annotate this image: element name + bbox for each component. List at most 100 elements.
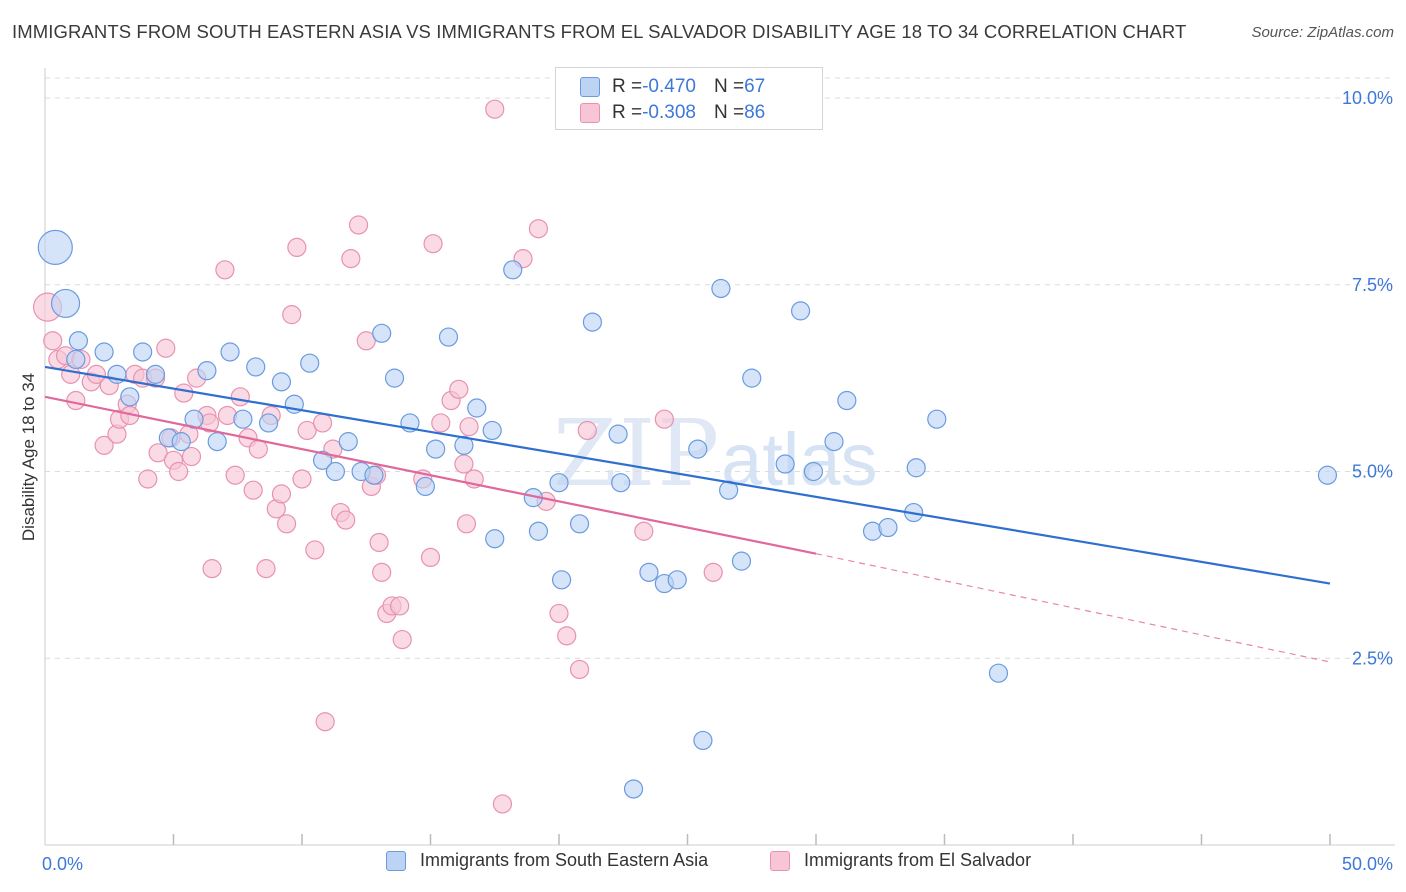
blue-point xyxy=(551,570,572,590)
pink-point xyxy=(423,234,443,254)
pink-point xyxy=(549,603,569,624)
legend-n-value: 67 xyxy=(744,76,766,97)
pink-point xyxy=(420,547,441,568)
blue-point xyxy=(438,327,459,347)
legend-r-label: R = xyxy=(612,102,643,123)
pink-point xyxy=(169,461,189,482)
blue-point xyxy=(639,562,659,582)
pink-point xyxy=(369,532,389,553)
blue-point xyxy=(426,439,446,459)
blue-point xyxy=(384,368,405,388)
watermark-sub: atlas xyxy=(721,418,878,501)
pink-point xyxy=(305,540,325,560)
pink-point xyxy=(356,331,376,351)
blue-point xyxy=(258,413,279,433)
legend-r-label: R = xyxy=(612,76,643,97)
blue-point xyxy=(207,432,227,452)
pink-point xyxy=(392,629,412,650)
series-legend: Immigrants from South Eastern Asia Immig… xyxy=(0,850,1406,880)
blue-point xyxy=(623,779,644,799)
blue-point xyxy=(233,409,253,429)
blue-point xyxy=(271,372,292,392)
blue-point xyxy=(503,260,523,280)
pink-point xyxy=(43,331,63,351)
blue-point xyxy=(485,529,505,549)
legend-item-south-eastern-asia: Immigrants from South Eastern Asia xyxy=(386,850,708,871)
blue-point xyxy=(711,278,731,299)
blue-point xyxy=(482,420,502,441)
legend-swatch-blue xyxy=(580,77,600,97)
legend-label: Immigrants from El Salvador xyxy=(804,850,1032,870)
blue-point xyxy=(120,387,140,407)
legend-item-el-salvador: Immigrants from El Salvador xyxy=(770,850,1031,871)
legend-n-label: N = xyxy=(713,102,745,123)
pink-point xyxy=(569,659,590,680)
pink-point xyxy=(181,446,202,467)
pink-point xyxy=(492,794,513,814)
pink-point xyxy=(485,99,505,119)
blue-point xyxy=(68,331,89,351)
pink-point xyxy=(243,480,263,500)
blue-point xyxy=(906,458,926,478)
pink-point xyxy=(312,413,333,433)
blue-point xyxy=(824,432,844,452)
y-tick-label: 10.0% xyxy=(1342,88,1393,108)
pink-point xyxy=(230,387,250,407)
blue-point xyxy=(693,730,713,751)
pink-point xyxy=(654,409,674,429)
pink-point xyxy=(138,469,158,489)
blue-point xyxy=(197,361,217,381)
pink-point xyxy=(557,626,577,646)
blue-point xyxy=(372,323,392,343)
blue-point xyxy=(803,461,824,482)
blue-point xyxy=(582,312,603,332)
blue-point xyxy=(37,229,73,265)
blue-point xyxy=(667,570,687,590)
pink-trend-line xyxy=(44,395,817,555)
legend-row-pink: R = -0.308 N = 86 xyxy=(580,102,765,124)
legend-n-label: N = xyxy=(713,76,745,97)
chart-title: IMMIGRANTS FROM SOUTH EASTERN ASIA VS IM… xyxy=(12,21,1187,42)
pink-point xyxy=(156,338,176,358)
blue-point xyxy=(300,353,320,373)
blue-point xyxy=(528,521,549,541)
blue-point xyxy=(50,288,81,319)
source-credit: Source: ZipAtlas.com xyxy=(1251,24,1394,41)
pink-point xyxy=(174,383,194,403)
y-tick-label: 7.5% xyxy=(1352,275,1393,295)
pink-point xyxy=(390,596,410,616)
legend-r-value: -0.470 xyxy=(642,76,696,97)
legend-label: Immigrants from South Eastern Asia xyxy=(420,850,709,870)
blue-point xyxy=(467,398,487,418)
x-tick-label: 50.0% xyxy=(1342,854,1393,874)
pink-point xyxy=(341,249,361,269)
y-axis-title: Disability Age 18 to 34 xyxy=(19,372,38,542)
blue-point xyxy=(171,432,191,452)
legend-row-blue: R = -0.470 N = 67 xyxy=(580,76,765,98)
blue-point xyxy=(246,357,266,377)
blue-point xyxy=(688,439,708,459)
pink-point xyxy=(66,390,86,411)
blue-point xyxy=(569,514,590,534)
blue-trend-line xyxy=(44,365,1331,585)
blue-point xyxy=(312,450,333,470)
legend-swatch-blue xyxy=(386,850,406,871)
pink-point xyxy=(248,439,268,459)
pink-point xyxy=(449,379,469,399)
blue-point xyxy=(415,476,435,497)
x-tick-label: 0.0% xyxy=(42,854,83,874)
pink-point xyxy=(256,559,276,579)
pink-point xyxy=(431,413,451,433)
pink-point xyxy=(282,305,302,325)
blue-point xyxy=(837,390,857,411)
pink-point xyxy=(148,443,168,463)
legend-swatch-pink xyxy=(580,103,600,123)
pink-point xyxy=(577,420,597,441)
blue-point xyxy=(878,517,898,538)
y-tick-label: 2.5% xyxy=(1352,648,1393,668)
blue-point xyxy=(927,409,947,429)
pink-point xyxy=(456,514,477,534)
pink-point xyxy=(528,219,549,239)
pink-point xyxy=(454,454,474,474)
